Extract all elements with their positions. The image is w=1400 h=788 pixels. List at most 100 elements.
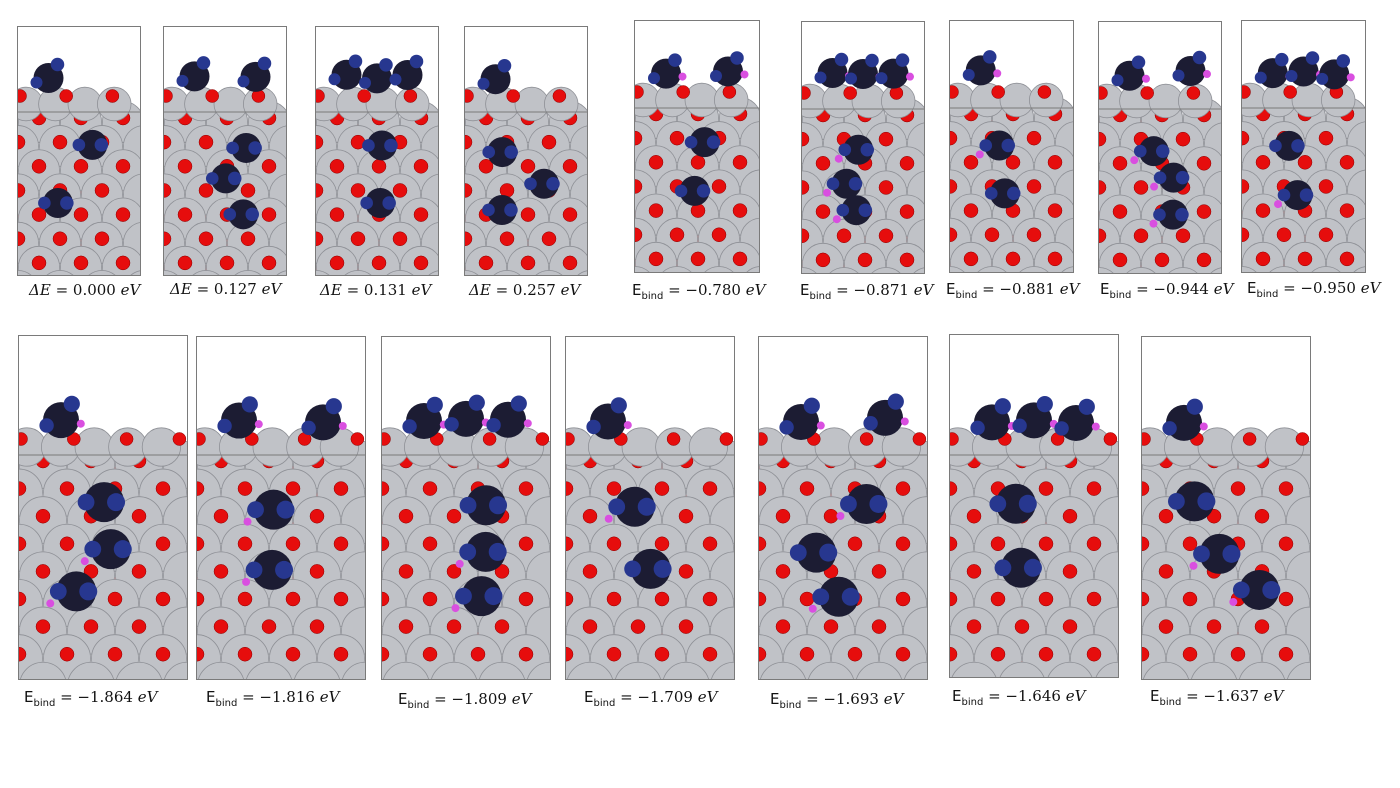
ebind-subscript: bind: [641, 291, 664, 302]
embedded-carbon-atom: [84, 482, 125, 523]
structure-panel: [17, 26, 141, 276]
oxygen-atom: [19, 591, 27, 607]
surface-metal-atom: [1291, 82, 1327, 118]
nitrogen-atom: [845, 72, 857, 85]
oxygen-atom: [1182, 646, 1198, 662]
oxygen-atom: [1142, 481, 1150, 496]
embedded-nitrogen-atom: [275, 560, 294, 579]
oxygen-atom: [775, 564, 791, 579]
oxygen-atom: [963, 155, 979, 170]
surface-oxygen-atom: [950, 432, 959, 446]
metal-atom: [663, 661, 709, 679]
hydrogen-atom: [906, 72, 914, 81]
ebind-subscript: bind: [1109, 290, 1132, 301]
embedded-nitrogen-atom: [984, 187, 998, 200]
ebind-label: E: [24, 688, 34, 706]
nitrogen-atom: [610, 397, 627, 414]
oxygen-atom: [155, 646, 171, 662]
nitrogen-atom: [444, 417, 459, 432]
oxygen-atom: [398, 508, 414, 524]
oxygen-atom: [702, 481, 718, 496]
oxygen-atom: [1099, 228, 1107, 243]
ebind-subscript: bind: [955, 290, 978, 301]
ebind-subscript: bind: [779, 700, 802, 711]
embedded-carbon-atom: [228, 199, 259, 230]
nitrogen-atom: [710, 69, 722, 82]
ebind-subscript: bind: [593, 698, 616, 709]
oxygen-atom: [899, 252, 915, 268]
slab-drawing: [164, 56, 286, 275]
embedded-nitrogen-atom: [637, 497, 656, 516]
slab-drawing: [566, 397, 734, 679]
oxygen-atom: [1339, 203, 1355, 218]
ebind-label: E: [632, 281, 642, 299]
surface-oxygen-atom: [1295, 432, 1310, 446]
slab-drawing: [18, 57, 140, 275]
oxygen-atom: [966, 619, 982, 634]
oxygen-atom: [413, 207, 429, 222]
oxygen-atom: [465, 231, 473, 246]
surface-metal-atom: [1148, 83, 1184, 119]
oxygen-atom: [520, 207, 536, 222]
embedded-nitrogen-atom: [1299, 188, 1314, 202]
nitrogen-atom: [426, 396, 443, 413]
oxygen-atom: [35, 619, 51, 634]
surface-oxygen-atom: [912, 432, 927, 446]
embedded-nitrogen-atom: [504, 203, 518, 217]
energy-unit: eV: [555, 281, 581, 299]
metal-atom: [164, 270, 178, 275]
nitrogen-atom: [176, 74, 189, 87]
oxygen-atom: [562, 207, 578, 222]
embedded-nitrogen-atom: [624, 560, 642, 578]
embedded-nitrogen-atom: [838, 143, 852, 157]
ebind-label: E: [1247, 279, 1257, 297]
binding-energy-caption: Ebind = −0.881 eV: [946, 280, 1079, 301]
slab-drawing: [382, 394, 550, 679]
nitrogen-atom: [468, 394, 485, 411]
oxygen-atom: [478, 159, 494, 174]
embedded-carbon-atom: [1282, 180, 1313, 211]
embedded-nitrogen-atom: [362, 139, 375, 152]
oxygen-atom: [499, 231, 515, 246]
oxygen-atom: [1297, 251, 1313, 267]
oxygen-atom: [1026, 130, 1042, 146]
energy-value: −0.780: [685, 281, 741, 299]
oxygen-atom: [94, 183, 110, 198]
surface-oxygen-atom: [172, 432, 187, 446]
nitrogen-atom: [30, 76, 43, 89]
oxygen-atom: [1158, 564, 1174, 579]
oxygen-atom: [635, 130, 643, 146]
oxygen-atom: [198, 183, 214, 198]
embedded-nitrogen-atom: [1018, 494, 1037, 513]
surface-oxygen-atom: [859, 432, 874, 446]
ebind-label: E: [800, 281, 810, 299]
surface-oxygen-atom: [666, 432, 681, 446]
structure-panel: [949, 334, 1119, 678]
surface-oxygen-atom: [1186, 86, 1201, 100]
nitrogen-atom: [970, 420, 985, 436]
oxygen-atom: [518, 646, 534, 662]
hydrogen-atom: [808, 604, 817, 613]
oxygen-atom: [1047, 203, 1063, 218]
oxygen-atom: [131, 619, 147, 634]
oxygen-atom: [213, 508, 229, 524]
energy-equals: =: [50, 281, 73, 299]
oxygen-atom: [422, 591, 438, 607]
structure-panel: [1241, 20, 1366, 273]
hydrogen-atom: [740, 70, 749, 79]
surface-oxygen-atom: [465, 89, 474, 103]
oxygen-atom: [566, 646, 574, 662]
embedded-nitrogen-atom: [459, 543, 477, 561]
oxygen-atom: [329, 207, 345, 222]
embedded-nitrogen-atom: [482, 203, 495, 217]
ebind-subscript: bind: [215, 698, 238, 709]
metal-atom: [428, 270, 438, 275]
oxygen-atom: [815, 252, 831, 268]
energy-unit: eV: [115, 281, 141, 299]
oxygen-atom: [1047, 155, 1063, 170]
oxygen-atom: [309, 564, 325, 579]
nitrogen-atom: [648, 72, 660, 85]
embedded-carbon-atom: [989, 178, 1020, 209]
oxygen-atom: [329, 255, 345, 271]
structure-panel: [315, 26, 439, 276]
